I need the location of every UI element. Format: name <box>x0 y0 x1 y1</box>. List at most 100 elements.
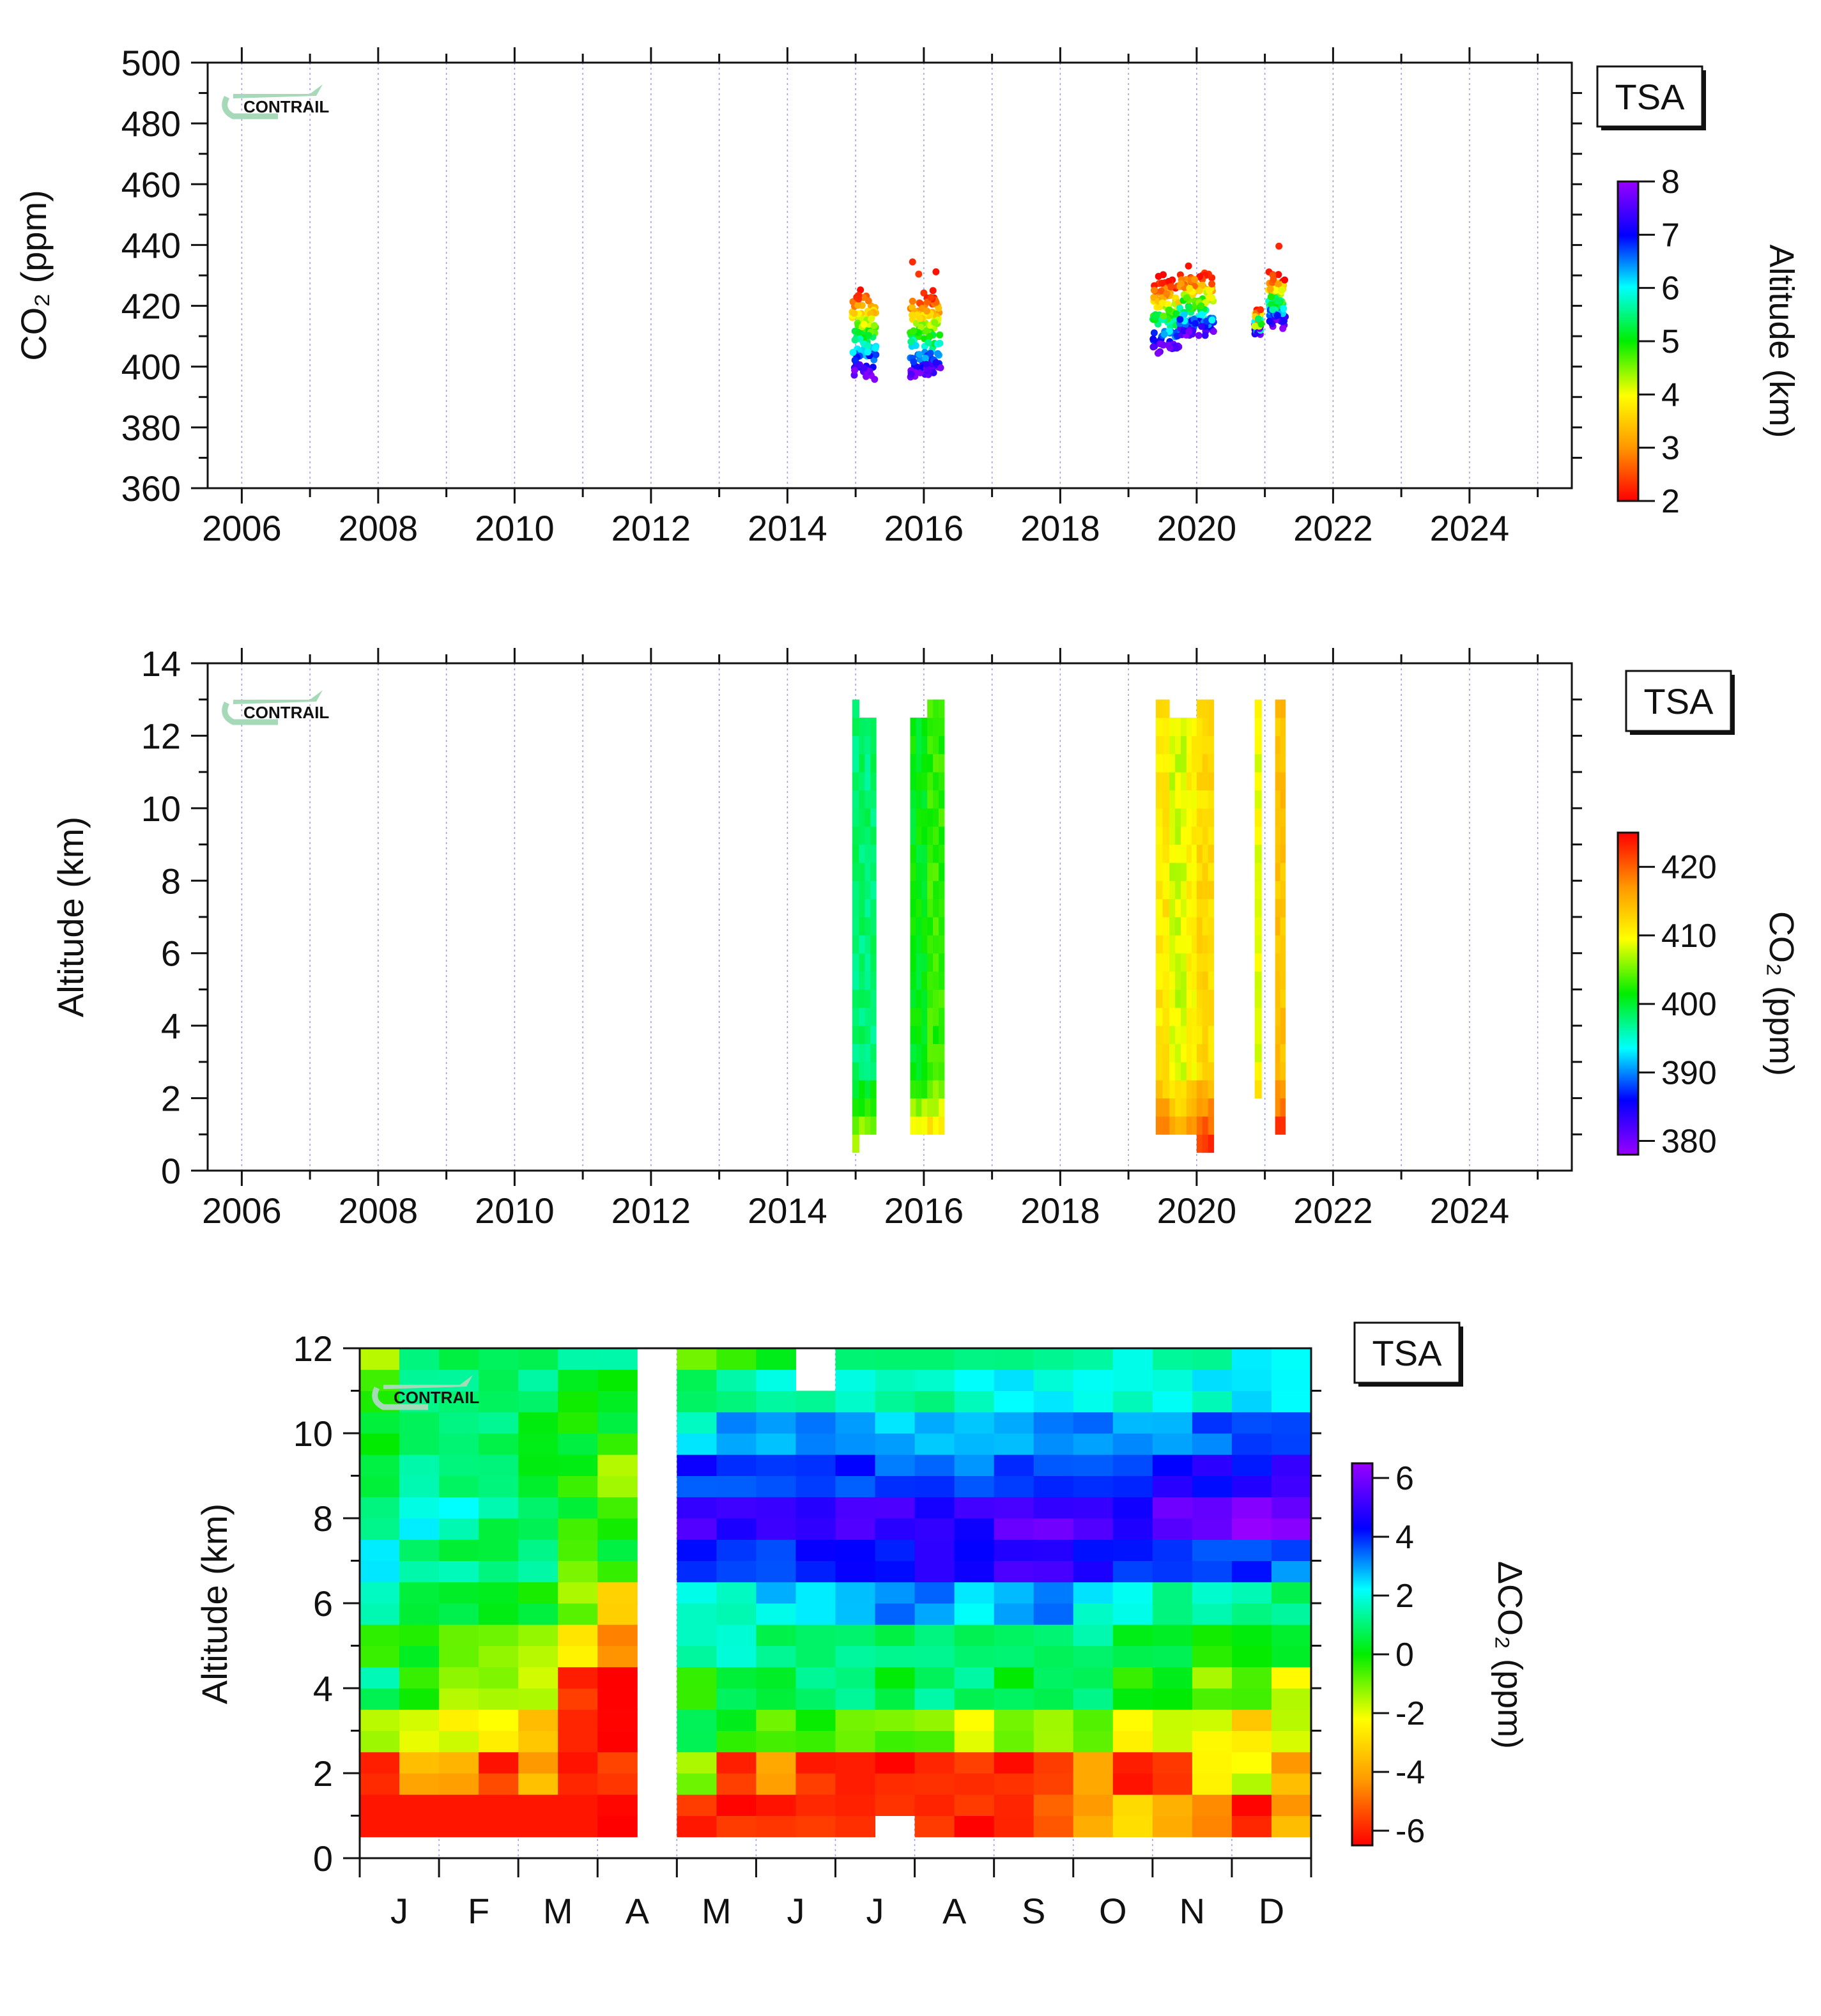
heatmap-cell <box>994 1475 1034 1498</box>
heatmap-cell <box>360 1603 400 1625</box>
scatter-point <box>1151 311 1159 318</box>
heatmap-cell <box>870 753 877 773</box>
heatmap-cell <box>864 1098 871 1117</box>
heatmap-cell <box>927 971 934 990</box>
heatmap-cell <box>914 1390 955 1413</box>
heatmap-cell <box>677 1645 717 1668</box>
heatmap-cell <box>1196 718 1203 736</box>
heatmap-cell <box>875 1497 916 1519</box>
heatmap-cell <box>1112 1751 1153 1774</box>
heatmap-cell <box>1191 1116 1197 1135</box>
colorbar-tick-label: -4 <box>1395 1754 1425 1791</box>
y-tick-label: 6 <box>313 1583 333 1624</box>
scatter-point <box>909 297 916 305</box>
heatmap-cell <box>1162 699 1170 718</box>
heatmap-cell <box>910 1080 916 1099</box>
heatmap-cell <box>994 1497 1034 1519</box>
heatmap-cell <box>1186 898 1192 918</box>
scatter-point <box>1257 306 1264 314</box>
heatmap-cell <box>927 808 934 827</box>
heatmap-cell <box>910 826 916 845</box>
heatmap-cell <box>939 971 945 990</box>
heatmap-cell <box>439 1369 479 1391</box>
heatmap-cell <box>1112 1815 1153 1838</box>
heatmap-cell <box>914 1688 955 1710</box>
heatmap-cell <box>921 753 928 773</box>
heatmap-cell <box>1196 753 1203 773</box>
heatmap-cell <box>870 1080 877 1099</box>
heatmap-cell <box>518 1369 558 1391</box>
heatmap-cell <box>1231 1581 1272 1604</box>
heatmap-cell <box>439 1730 479 1753</box>
heatmap-cell <box>939 753 945 773</box>
heatmap-cell <box>1033 1475 1074 1498</box>
heatmap-cell <box>864 1061 871 1081</box>
heatmap-cell <box>921 790 928 809</box>
heatmap-cell <box>1275 790 1281 809</box>
heatmap-cell <box>756 1348 796 1370</box>
heatmap-cell <box>479 1751 519 1774</box>
heatmap-cell <box>1192 1645 1233 1668</box>
heatmap-cell <box>1202 917 1209 935</box>
heatmap-cell <box>916 735 922 755</box>
heatmap-cell <box>1152 1581 1193 1604</box>
heatmap-cell <box>597 1666 638 1689</box>
heatmap-cell <box>927 1007 934 1026</box>
heatmap-cell <box>1155 1026 1163 1044</box>
heatmap-cell <box>859 971 865 990</box>
heatmap-cell <box>1275 1061 1281 1081</box>
heatmap-cell <box>795 1412 836 1434</box>
heatmap-cell <box>852 989 859 1008</box>
heatmap-cell <box>870 1026 877 1044</box>
heatmap-cell <box>1112 1539 1153 1561</box>
heatmap-cell <box>1191 1007 1197 1026</box>
heatmap-cell <box>916 1080 922 1099</box>
heatmap-cell <box>875 1709 916 1731</box>
heatmap-cell <box>360 1709 400 1731</box>
heatmap-cell <box>1033 1751 1074 1774</box>
heatmap-cell <box>954 1390 995 1413</box>
heatmap-cell <box>1033 1518 1074 1540</box>
heatmap-cell <box>1162 1007 1170 1026</box>
heatmap-cell <box>1033 1624 1074 1646</box>
heatmap-cell <box>875 1603 916 1625</box>
heatmap-cell <box>1196 808 1203 827</box>
heatmap-cell <box>916 935 922 954</box>
heatmap-cell <box>910 1116 916 1135</box>
heatmap-cell <box>1073 1497 1114 1519</box>
heatmap-cell <box>1152 1645 1193 1668</box>
heatmap-cell <box>597 1475 638 1498</box>
heatmap-cell <box>1073 1815 1114 1838</box>
heatmap-cell <box>1208 1080 1215 1099</box>
heatmap-cell <box>439 1603 479 1625</box>
heatmap-cell <box>1175 1061 1181 1081</box>
scatter-point <box>1191 276 1199 284</box>
heatmap-cell <box>439 1560 479 1583</box>
heatmap-cell <box>1073 1348 1114 1370</box>
heatmap-cell <box>1175 1026 1181 1044</box>
heatmap-cell <box>1169 790 1176 809</box>
heatmap-cell <box>927 826 934 845</box>
x-tick-label: 2014 <box>748 1190 827 1231</box>
month-label: F <box>468 1891 489 1931</box>
heatmap-cell <box>716 1666 757 1689</box>
heatmap-cell <box>994 1433 1034 1455</box>
heatmap-cell <box>1155 881 1163 900</box>
heatmap-cell <box>597 1773 638 1795</box>
heatmap-cell <box>1169 1098 1176 1117</box>
heatmap-cell <box>677 1794 717 1816</box>
heatmap-cell <box>1169 808 1176 827</box>
x-tick-label: 2016 <box>884 1190 964 1231</box>
heatmap-cell <box>518 1454 558 1476</box>
y-axis-label: CO₂ (ppm) <box>13 190 54 361</box>
heatmap-cell <box>518 1666 558 1689</box>
scatter-point <box>851 367 859 374</box>
heatmap-cell <box>1208 917 1215 935</box>
heatmap-cell <box>1254 735 1262 755</box>
heatmap-cell <box>1280 862 1286 881</box>
heatmap-cell <box>1162 826 1170 845</box>
heatmap-cell <box>1271 1560 1312 1583</box>
heatmap-cell <box>1155 1116 1163 1135</box>
heatmap-cell <box>677 1560 717 1583</box>
contrail-logo-text: CONTRAIL <box>243 97 329 116</box>
